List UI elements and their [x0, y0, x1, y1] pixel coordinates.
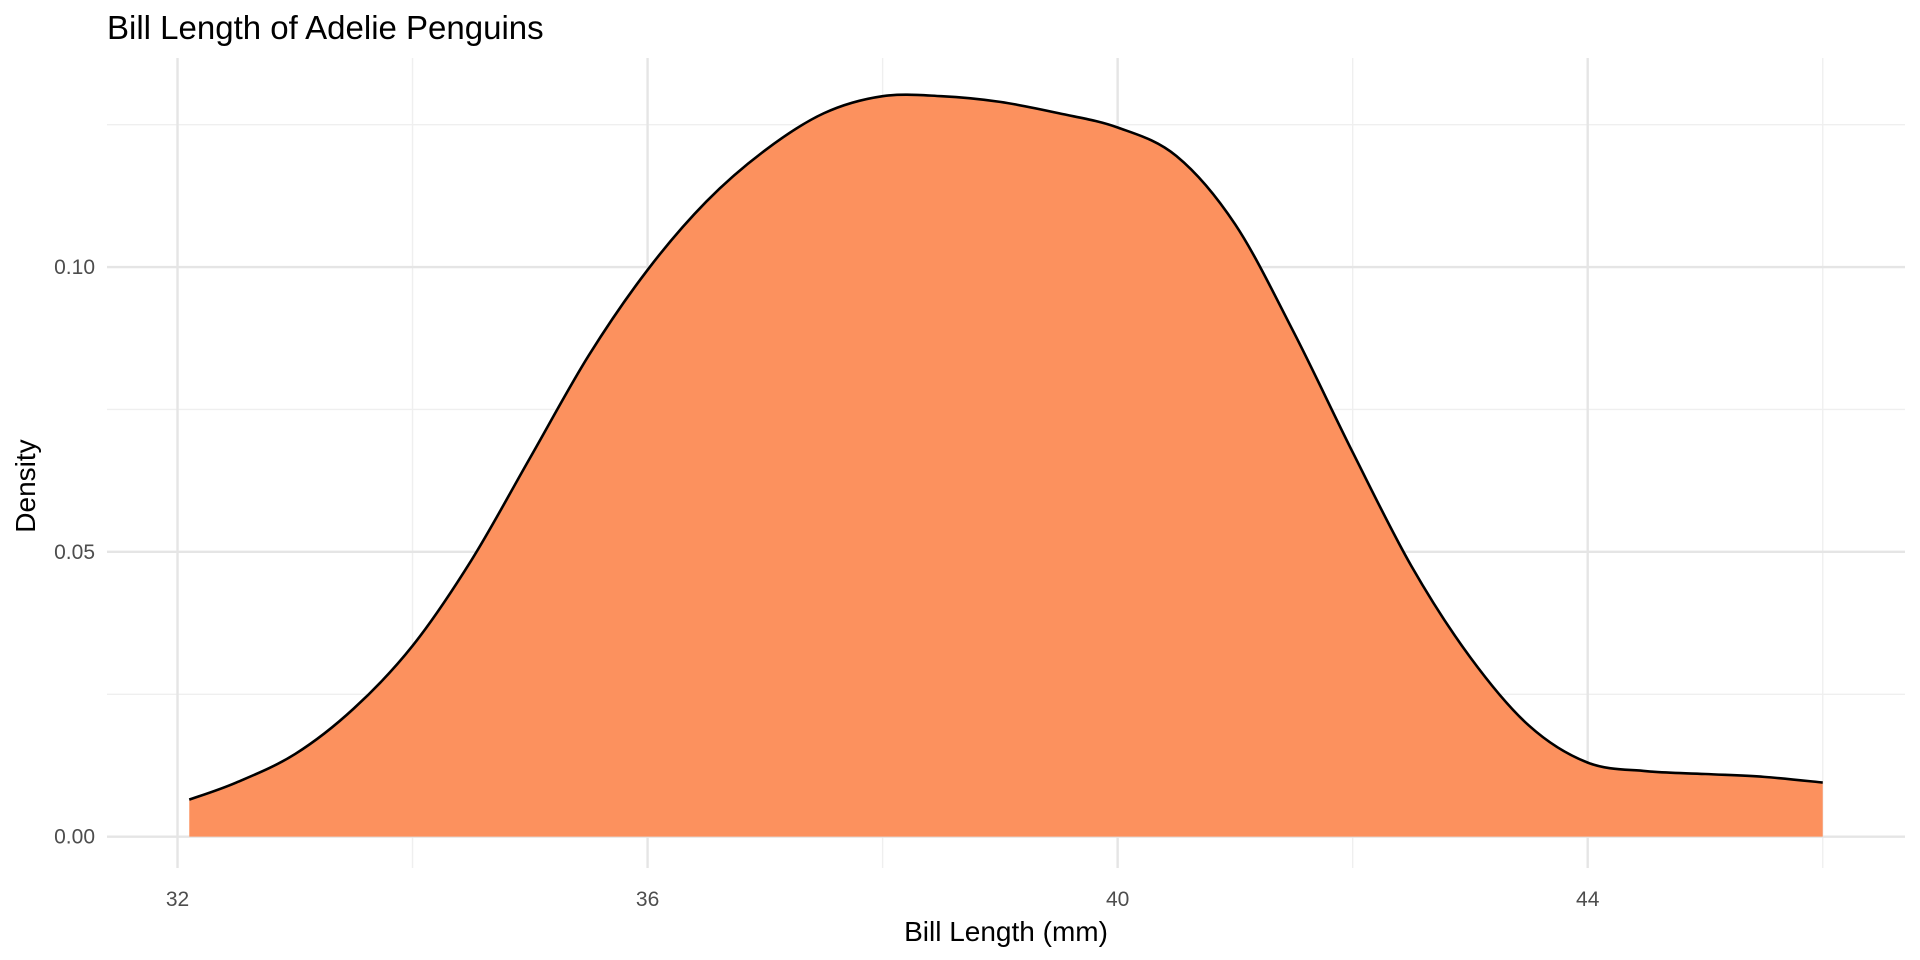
x-tick-label: 40 [1106, 888, 1129, 911]
chart-title: Bill Length of Adelie Penguins [107, 9, 544, 46]
x-axis-title: Bill Length (mm) [904, 916, 1108, 947]
x-tick-label: 36 [636, 888, 659, 911]
y-tick-label: 0.10 [54, 256, 95, 279]
y-tick-label: 0.05 [54, 541, 95, 564]
x-tick-label: 44 [1576, 888, 1600, 911]
y-axis-title: Density [10, 439, 41, 532]
density-curve-line [188, 93, 1823, 801]
tick-labels: 32 36 40 44 0.00 0.05 0.10 [54, 256, 1600, 911]
x-tick-label: 32 [166, 888, 189, 911]
density-series [188, 93, 1823, 837]
density-area [189, 94, 1823, 837]
y-tick-label: 0.00 [54, 826, 95, 849]
